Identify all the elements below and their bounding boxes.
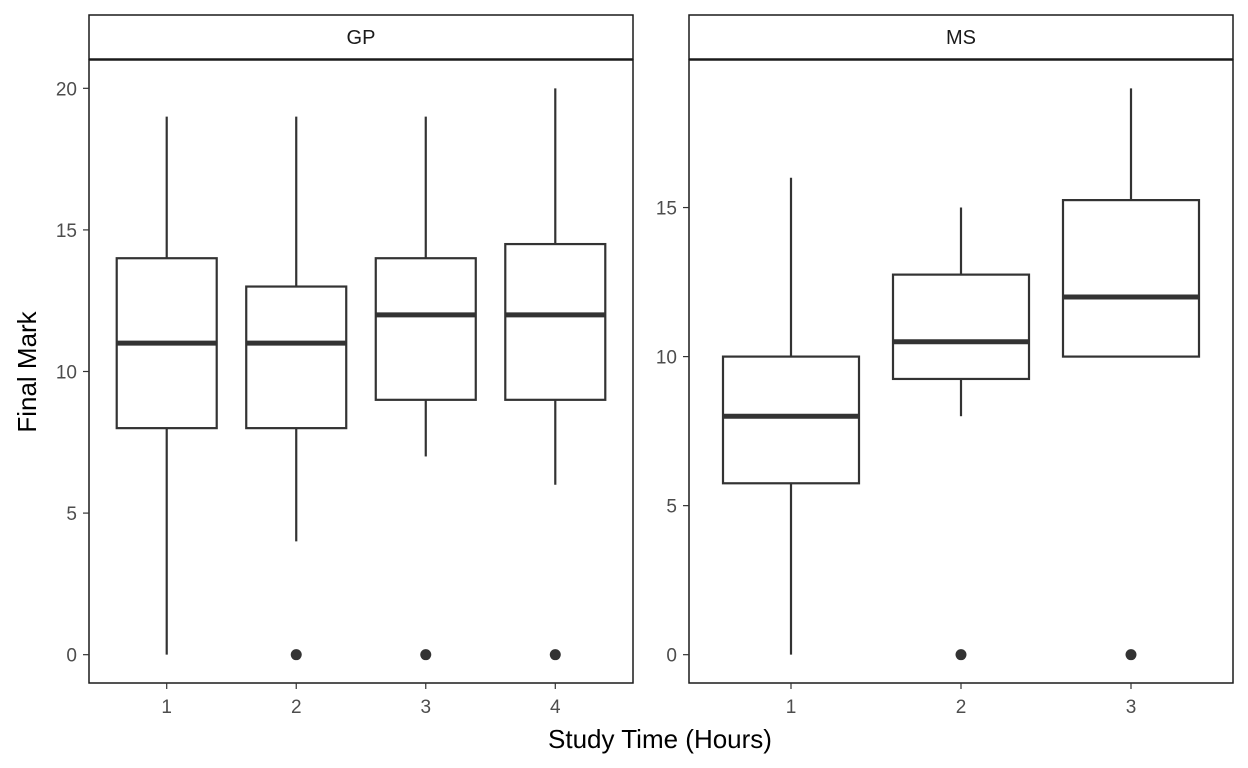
- outlier-point: [290, 649, 302, 661]
- box-gp-4: [504, 88, 607, 661]
- box-gp-1: [115, 116, 218, 655]
- x-tick-label: 3: [420, 697, 431, 718]
- box-iqr: [245, 285, 348, 430]
- y-tick-label: 15: [56, 221, 77, 242]
- panel-ms: MS 0 5 10 15 1 2 3: [656, 14, 1234, 718]
- y-tick-label: 15: [656, 199, 677, 220]
- facet-panels: GP 0 5 10 15 20 1 2 3 4 MS 0 5 10 15 1 2 3: [56, 14, 1234, 718]
- y-tick-label: 0: [66, 646, 77, 667]
- box-ms-2: [891, 207, 1031, 661]
- y-tick-label: 20: [56, 79, 77, 100]
- facet-strip: [688, 14, 1234, 60]
- box-iqr: [1061, 199, 1201, 358]
- x-axis-title: Study Time (Hours): [548, 724, 772, 754]
- y-axis-title: Final Mark: [12, 310, 42, 432]
- x-tick-label: 4: [550, 697, 561, 718]
- facet-strip-label: GP: [347, 27, 376, 49]
- outlier-point: [1125, 649, 1137, 661]
- box-iqr: [891, 273, 1031, 381]
- x-tick-label: 3: [1126, 697, 1137, 718]
- facet-strip-label: MS: [946, 27, 976, 49]
- box-ms-1: [721, 177, 861, 655]
- x-tick-label: 2: [291, 697, 302, 718]
- y-tick-label: 5: [66, 504, 77, 525]
- outlier-point: [955, 649, 967, 661]
- box-iqr: [504, 242, 607, 401]
- x-tick-label: 2: [956, 697, 967, 718]
- box-iqr: [721, 355, 861, 485]
- y-tick-label: 10: [656, 348, 677, 369]
- box-ms-3: [1061, 88, 1201, 661]
- facet-strip: [88, 14, 634, 60]
- box-gp-3: [374, 116, 477, 661]
- x-tick-label: 1: [161, 697, 172, 718]
- outlier-point: [549, 649, 561, 661]
- box-gp-2: [245, 116, 348, 661]
- box-iqr: [374, 257, 477, 401]
- outlier-point: [420, 649, 432, 661]
- x-tick-label: 1: [786, 697, 797, 718]
- y-tick-label: 5: [666, 497, 677, 518]
- y-tick-label: 0: [666, 646, 677, 667]
- panel-gp: GP 0 5 10 15 20 1 2 3 4: [56, 14, 634, 718]
- y-tick-label: 10: [56, 363, 77, 384]
